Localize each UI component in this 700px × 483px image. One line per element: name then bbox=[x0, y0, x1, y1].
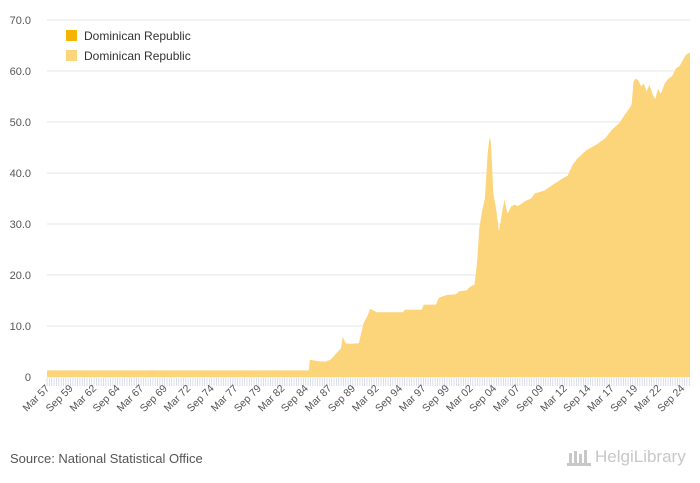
logo-text: HelgiLibrary bbox=[595, 447, 686, 466]
y-tick-label: 50.0 bbox=[10, 117, 31, 129]
legend-label-2: Dominican Republic bbox=[84, 49, 191, 63]
area-series bbox=[47, 53, 690, 377]
y-tick-label: 30.0 bbox=[10, 219, 31, 231]
area-series-dominican-republic bbox=[47, 53, 690, 377]
gridlines bbox=[47, 19, 690, 378]
legend-label-1: Dominican Republic bbox=[84, 29, 191, 43]
legend-swatch-1 bbox=[66, 30, 77, 41]
y-axis-tick-labels: 0 10.0 20.0 30.0 40.0 50.0 60.0 70.0 bbox=[10, 15, 31, 384]
y-tick-label: 20.0 bbox=[10, 270, 31, 282]
x-tick-label: Sep 24 bbox=[655, 383, 687, 415]
source-note: Source: National Statistical Office bbox=[10, 451, 203, 466]
helgilibrary-logo: HelgiLibrary bbox=[566, 447, 686, 467]
area-chart: 0 10.0 20.0 30.0 40.0 50.0 60.0 70.0 Mar 57Sep … bbox=[10, 15, 690, 415]
x-axis-ticks bbox=[46, 378, 690, 386]
y-tick-label: 60.0 bbox=[10, 66, 31, 78]
library-logo-icon bbox=[567, 450, 591, 466]
y-tick-label: 70.0 bbox=[10, 15, 31, 27]
legend-swatch-2 bbox=[66, 50, 77, 61]
y-tick-label: 0 bbox=[25, 372, 31, 384]
legend: Dominican Republic Dominican Republic bbox=[66, 29, 191, 63]
y-tick-label: 10.0 bbox=[10, 321, 31, 333]
y-tick-label: 40.0 bbox=[10, 168, 31, 180]
